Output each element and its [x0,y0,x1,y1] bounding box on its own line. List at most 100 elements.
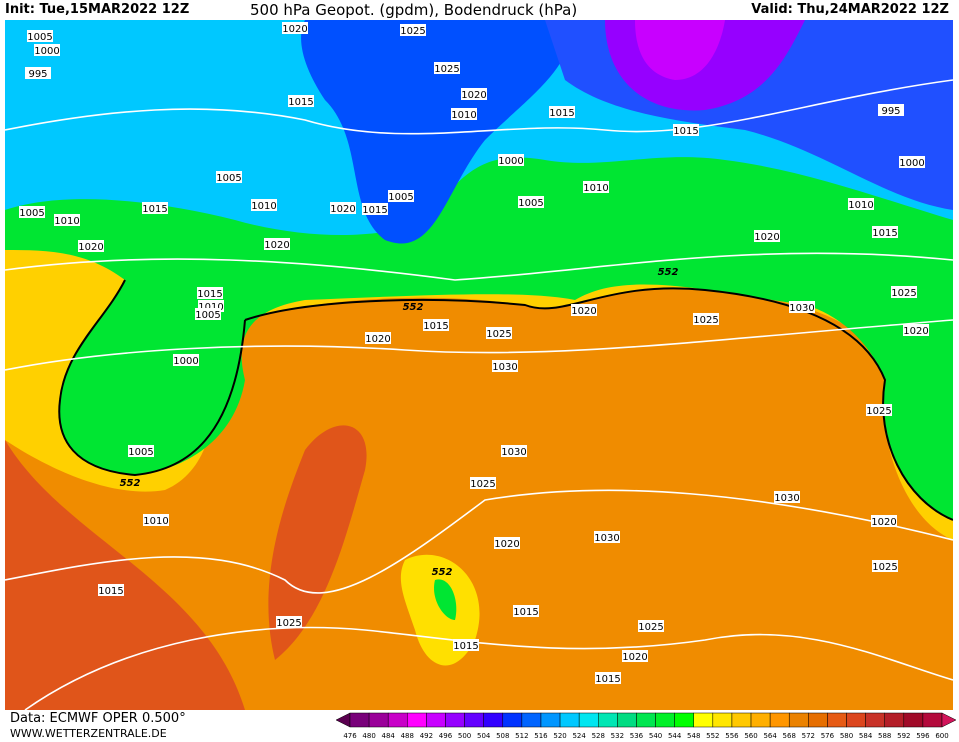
pressure-label-box [365,332,391,344]
colorbar-swatch [750,712,771,728]
colorbar-label: 532 [611,732,624,740]
pressure-label: 1015 [595,674,620,685]
ridge-red-region [268,425,367,660]
colorbar-label: 580 [840,732,853,740]
colorbar-label: 600 [935,732,948,740]
pressure-label-box [128,445,154,457]
colorbar-label: 516 [534,732,548,740]
pressure-label-box [903,324,929,336]
colorbar-label: 592 [897,732,910,740]
colorbar-swatch [368,712,389,728]
colorbar-swatch [540,712,561,728]
pressure-label-box [871,515,897,527]
pressure-label-box [673,124,699,136]
pressure-label-box [470,477,496,489]
colorbar-label: 548 [687,732,700,740]
colorbar-swatch [922,712,943,728]
pressure-label-box [486,327,512,339]
pressure-label: 1020 [461,90,486,101]
pressure-label-box [197,287,223,299]
colorbar-label: 488 [401,732,414,740]
colorbar-label: 540 [649,732,662,740]
pressure-label: 1015 [142,204,167,215]
colorbar-swatch [559,712,580,728]
pressure-label-box [288,95,314,107]
colorbar-label: 484 [382,732,396,740]
pressure-label: 1025 [400,26,425,37]
pressure-label-box [264,238,290,250]
colorbar-swatch [941,712,956,728]
pressure-label-box [583,181,609,193]
pressure-label: 1020 [330,204,355,215]
pressure-label: 1020 [365,334,390,345]
pressure-label: 1015 [453,641,478,652]
pressure-label-box [34,44,60,56]
pressure-label-box [173,354,199,366]
pressure-label-box [143,514,169,526]
magenta-core [635,20,725,80]
colorbar-label: 588 [878,732,891,740]
geopotential-label: 552 [403,302,424,313]
pressure-label: 1005 [19,208,44,219]
colorbar-swatch [827,712,847,728]
pressure-label: 995 [881,106,900,117]
colorbar-swatch [769,712,790,728]
colorbar-label: 568 [783,732,796,740]
pressure-label: 1010 [198,302,223,313]
isobars [5,79,953,710]
pressure-label-box [693,313,719,325]
pressure-label: 1010 [251,201,276,212]
colorbar-swatch [903,712,924,728]
pressure-label-box [622,650,648,662]
colorbar-swatch [445,712,465,728]
pressure-label: 1015 [288,97,313,108]
pressure-label: 1030 [789,303,814,314]
pressure-label: 1025 [891,288,916,299]
colorbar-label: 520 [553,732,566,740]
pressure-label: 1025 [276,618,301,629]
pressure-label: 1015 [673,126,698,137]
colorbar-swatch [884,712,905,728]
pressure-label: 1010 [143,516,168,527]
pressure-label-box [492,360,518,372]
pressure-label: 1025 [434,64,459,75]
pressure-label-box [451,108,477,120]
footer: Data: ECMWF OPER 0.500° WWW.WETTERZENTRA… [0,710,959,741]
pressure-label: 1020 [78,242,103,253]
pressure-label: 1020 [754,232,779,243]
colorbar-label: 544 [668,732,682,740]
colorbar-label: 596 [916,732,930,740]
pressure-label: 1015 [362,205,387,216]
pressure-label-box [518,196,544,208]
pressure-label-box [25,67,51,79]
colorbar-label: 476 [343,732,357,740]
pressure-label: 1030 [492,362,517,373]
colorbar-label: 504 [477,732,491,740]
pressure-label: 1005 [388,192,413,203]
colorbar-swatch [655,712,675,728]
pressure-label: 1010 [848,200,873,211]
contour-552 [58,279,953,521]
pressure-label-box [774,491,800,503]
pressure-label-box [638,620,664,632]
pressure-label-box [142,202,168,214]
southwest-red-region [5,440,245,710]
pressure-label: 1030 [594,533,619,544]
colorbar-label: 492 [420,732,433,740]
pressure-label-box [789,301,815,313]
geopotential-label: 552 [658,267,679,278]
colorbar-label: 572 [802,732,815,740]
colorbar-label: 496 [439,732,453,740]
pressure-label-box [872,560,898,572]
pressure-label-box [400,24,426,36]
pressure-label: 1020 [571,306,596,317]
blue-trough [301,20,569,244]
colorbar-label: 500 [458,732,471,740]
colorbar-swatch [502,712,523,728]
pressure-label-box [251,199,277,211]
pressure-label-box [282,22,308,34]
pressure-label: 1020 [264,240,289,251]
pressure-label: 1030 [501,447,526,458]
colorbar-label: 560 [744,732,757,740]
